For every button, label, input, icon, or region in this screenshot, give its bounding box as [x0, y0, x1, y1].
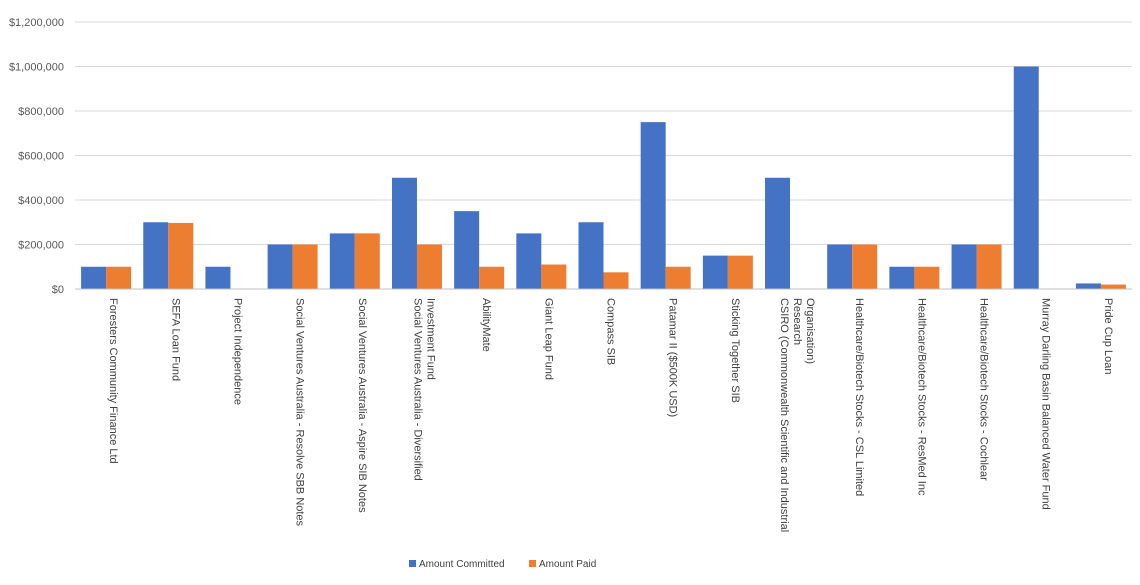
- bar-paid: [168, 222, 194, 289]
- bar-committed: [143, 222, 169, 289]
- bar-paid: [1100, 284, 1126, 289]
- category-label: CSIRO (Commonwealth Scientific and Indus…: [778, 298, 790, 532]
- category-label: Social Ventures Australia - Aspire SIB N…: [356, 298, 368, 513]
- category-label: Compass SIB: [605, 298, 617, 365]
- y-tick-label: $1,200,000: [9, 17, 64, 29]
- bar-paid: [727, 255, 753, 289]
- y-axis-tick-labels: $0 $200,000 $400,000 $600,000 $800,000 $1,000…: [9, 17, 64, 296]
- bars: [81, 66, 1126, 289]
- bar-committed: [1013, 66, 1039, 289]
- bar-committed: [81, 266, 107, 289]
- category-label: Foresters Community Finance Ltd: [107, 298, 119, 464]
- bar-committed: [329, 233, 355, 289]
- bar-paid: [354, 233, 380, 289]
- category-label: Social Ventures Australia - Resolve SBB …: [294, 298, 306, 527]
- bar-paid: [976, 244, 1002, 289]
- bar-committed: [578, 222, 604, 289]
- category-label: Social Ventures Australia - Diversified: [411, 298, 423, 481]
- legend-label: Amount Committed: [419, 559, 505, 570]
- y-tick-label: $600,000: [18, 151, 64, 163]
- category-label: Healthcare/Biotech Stocks - Cochlear: [978, 298, 990, 481]
- category-label: Investment Fund: [424, 298, 436, 380]
- bar-committed: [702, 255, 728, 289]
- legend-swatch: [529, 560, 536, 567]
- bar-paid: [106, 266, 132, 289]
- bar-committed: [827, 244, 853, 289]
- bar-paid: [603, 272, 629, 289]
- legend: Amount Committed Amount Paid: [409, 559, 596, 570]
- bar-paid: [665, 266, 691, 289]
- category-label: Patamar II ($500K USD): [667, 298, 679, 417]
- category-label: Giant Leap Fund: [542, 298, 554, 380]
- y-tick-label: $1,000,000: [9, 62, 64, 74]
- bar-committed: [267, 244, 293, 289]
- legend-label: Amount Paid: [539, 559, 596, 570]
- category-label: Pride Cup Loan: [1102, 298, 1114, 374]
- y-tick-label: $0: [52, 284, 64, 296]
- bar-paid: [852, 244, 878, 289]
- category-labels: Foresters Community Finance Ltd SEFA Loan…: [107, 298, 1114, 532]
- bar-paid: [416, 244, 442, 289]
- category-label: Organisation): [804, 298, 816, 364]
- y-tick-label: $800,000: [18, 106, 64, 118]
- category-label: Murray Darling Basin Balanced Water Fund: [1040, 298, 1052, 510]
- y-tick-label: $400,000: [18, 195, 64, 207]
- gridlines: [75, 21, 1132, 245]
- category-label: Healthcare/Biotech Stocks - ResMed Inc: [915, 298, 927, 496]
- bar-committed: [516, 233, 542, 289]
- bar-committed: [391, 177, 417, 289]
- bar-committed: [205, 266, 231, 289]
- category-label: Sticking Together SIB: [729, 298, 741, 403]
- bar-paid: [292, 244, 318, 289]
- bar-paid: [541, 264, 567, 289]
- legend-swatch: [409, 560, 416, 567]
- category-label: SEFA Loan Fund: [169, 298, 181, 381]
- bar-paid: [914, 266, 940, 289]
- y-tick-label: $200,000: [18, 240, 64, 252]
- category-label: Project Independence: [231, 298, 243, 405]
- bar-committed: [454, 211, 480, 289]
- bar-committed: [951, 244, 977, 289]
- category-label: AbilityMate: [480, 298, 492, 352]
- bar-paid: [479, 266, 505, 289]
- bar-committed: [765, 177, 791, 289]
- category-label: Research: [791, 298, 803, 345]
- bar-committed: [640, 122, 666, 289]
- category-label: Healthcare/Biotech Stocks - CSL Limited: [853, 298, 865, 496]
- bar-committed: [889, 266, 915, 289]
- bar-committed: [1075, 283, 1101, 289]
